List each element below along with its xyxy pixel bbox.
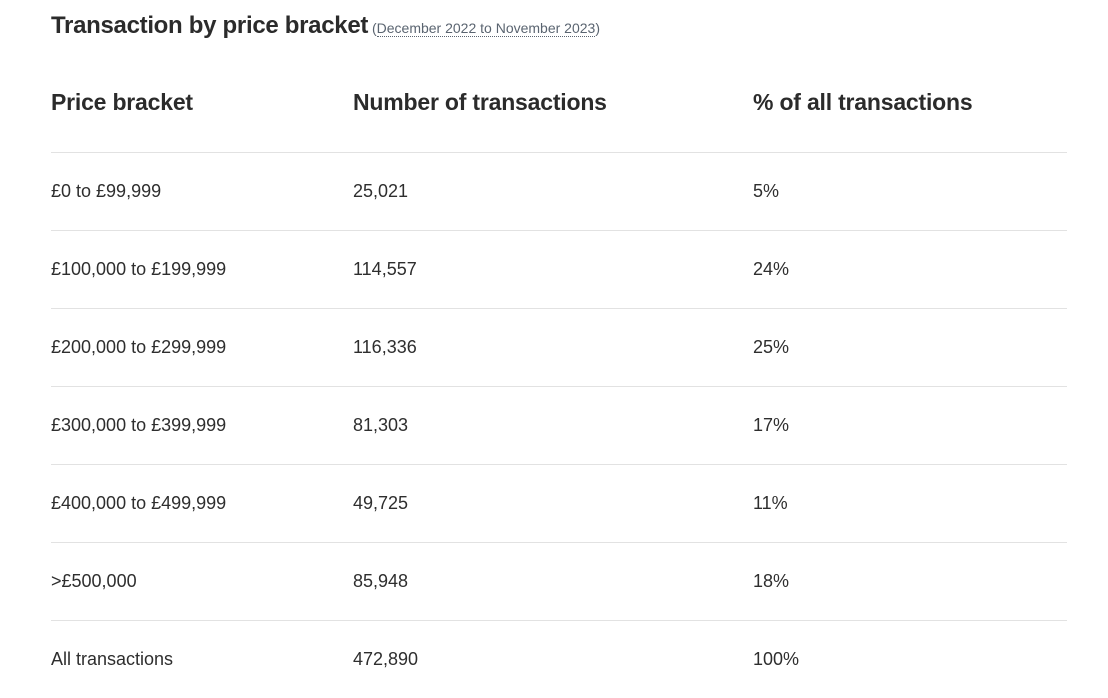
table-row: £0 to £99,999 25,021 5% bbox=[51, 153, 1067, 231]
cell-price-bracket: £300,000 to £399,999 bbox=[51, 387, 353, 465]
period-paren-close: ) bbox=[595, 20, 600, 36]
section-heading: Transaction by price bracket (December 2… bbox=[51, 0, 1067, 52]
period-paren-open: ( bbox=[368, 20, 377, 36]
table-row: £100,000 to £199,999 114,557 24% bbox=[51, 231, 1067, 309]
column-header-percent-of-all: % of all transactions bbox=[753, 52, 1067, 153]
cell-percent: 17% bbox=[753, 387, 1067, 465]
column-header-price-bracket: Price bracket bbox=[51, 52, 353, 153]
table-row-total: All transactions 472,890 100% bbox=[51, 621, 1067, 698]
cell-transaction-count: 116,336 bbox=[353, 309, 753, 387]
table-row: £200,000 to £299,999 116,336 25% bbox=[51, 309, 1067, 387]
period-abbreviation[interactable]: December 2022 to November 2023 bbox=[377, 20, 596, 37]
transactions-section: Transaction by price bracket (December 2… bbox=[51, 0, 1067, 698]
header-row: Price bracket Number of transactions % o… bbox=[51, 52, 1067, 153]
table-body: £0 to £99,999 25,021 5% £100,000 to £199… bbox=[51, 153, 1067, 698]
table-row: £300,000 to £399,999 81,303 17% bbox=[51, 387, 1067, 465]
cell-percent: 11% bbox=[753, 465, 1067, 543]
section-title: Transaction by price bracket bbox=[51, 12, 368, 39]
column-header-number-of-transactions: Number of transactions bbox=[353, 52, 753, 153]
cell-price-bracket: £100,000 to £199,999 bbox=[51, 231, 353, 309]
table-row: >£500,000 85,948 18% bbox=[51, 543, 1067, 621]
cell-percent: 18% bbox=[753, 543, 1067, 621]
cell-price-bracket: £0 to £99,999 bbox=[51, 153, 353, 231]
table-row: £400,000 to £499,999 49,725 11% bbox=[51, 465, 1067, 543]
cell-price-bracket: >£500,000 bbox=[51, 543, 353, 621]
cell-transaction-count: 85,948 bbox=[353, 543, 753, 621]
cell-percent: 25% bbox=[753, 309, 1067, 387]
table-header: Price bracket Number of transactions % o… bbox=[51, 52, 1067, 153]
cell-price-bracket: All transactions bbox=[51, 621, 353, 698]
cell-transaction-count: 49,725 bbox=[353, 465, 753, 543]
cell-transaction-count: 472,890 bbox=[353, 621, 753, 698]
cell-percent: 24% bbox=[753, 231, 1067, 309]
cell-transaction-count: 25,021 bbox=[353, 153, 753, 231]
cell-price-bracket: £400,000 to £499,999 bbox=[51, 465, 353, 543]
cell-percent: 5% bbox=[753, 153, 1067, 231]
price-bracket-table: Price bracket Number of transactions % o… bbox=[51, 52, 1067, 698]
cell-price-bracket: £200,000 to £299,999 bbox=[51, 309, 353, 387]
cell-transaction-count: 114,557 bbox=[353, 231, 753, 309]
cell-transaction-count: 81,303 bbox=[353, 387, 753, 465]
cell-percent: 100% bbox=[753, 621, 1067, 698]
